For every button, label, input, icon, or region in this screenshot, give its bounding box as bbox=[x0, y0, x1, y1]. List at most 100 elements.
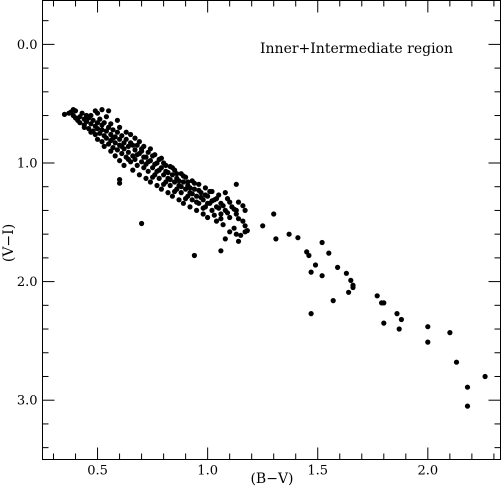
data-point bbox=[70, 107, 76, 113]
data-point bbox=[61, 111, 68, 117]
data-point bbox=[178, 184, 184, 190]
y-tick-label: 1.0 bbox=[17, 156, 38, 171]
data-point bbox=[209, 198, 215, 204]
data-point bbox=[319, 273, 325, 279]
data-point bbox=[200, 205, 206, 211]
y-tick-label: 3.0 bbox=[17, 394, 38, 409]
data-point bbox=[260, 223, 266, 229]
x-tick-label: 2.0 bbox=[417, 464, 438, 479]
data-point bbox=[101, 120, 107, 126]
y-axis-label: (V−I) bbox=[1, 224, 17, 262]
data-point bbox=[108, 121, 114, 127]
data-point bbox=[81, 124, 87, 130]
data-point bbox=[240, 218, 246, 224]
data-point bbox=[198, 194, 204, 200]
data-point bbox=[227, 214, 233, 221]
data-point bbox=[343, 270, 349, 276]
data-point bbox=[165, 190, 171, 196]
data-point bbox=[139, 159, 145, 165]
data-point bbox=[183, 196, 189, 202]
data-point bbox=[189, 197, 195, 203]
data-point bbox=[194, 199, 200, 205]
data-point bbox=[119, 143, 125, 149]
data-point bbox=[233, 207, 239, 213]
data-point bbox=[218, 216, 224, 222]
data-point bbox=[94, 126, 101, 132]
data-points bbox=[61, 107, 488, 409]
data-point bbox=[218, 211, 224, 217]
data-point bbox=[119, 150, 125, 157]
data-point bbox=[132, 156, 138, 162]
data-point bbox=[145, 168, 151, 174]
data-point bbox=[482, 373, 488, 380]
data-point bbox=[94, 110, 101, 116]
data-point bbox=[103, 135, 109, 141]
data-point bbox=[216, 205, 222, 211]
data-point bbox=[119, 133, 125, 139]
y-tick-label: 2.0 bbox=[17, 275, 38, 290]
data-point bbox=[235, 199, 242, 205]
data-point bbox=[238, 232, 244, 238]
data-point bbox=[202, 192, 208, 198]
data-point bbox=[110, 145, 116, 151]
data-point bbox=[319, 239, 325, 246]
x-tick-label: 1.0 bbox=[197, 464, 218, 479]
data-point bbox=[381, 300, 387, 306]
data-point bbox=[330, 298, 336, 304]
data-point bbox=[220, 203, 226, 209]
data-point bbox=[348, 277, 354, 283]
data-point bbox=[101, 143, 107, 149]
data-point bbox=[117, 177, 123, 183]
x-tick-label: 1.5 bbox=[307, 464, 328, 479]
data-point bbox=[205, 200, 211, 206]
data-point bbox=[125, 149, 131, 155]
data-point bbox=[156, 175, 162, 181]
data-point bbox=[220, 222, 226, 228]
y-tick-labels: 0.0 1.0 2.0 3.0 bbox=[17, 38, 38, 409]
data-point bbox=[154, 160, 160, 166]
data-point bbox=[139, 148, 145, 154]
data-point bbox=[286, 231, 292, 237]
data-point bbox=[163, 162, 169, 168]
data-point bbox=[141, 143, 147, 149]
data-point bbox=[169, 193, 175, 199]
data-point bbox=[150, 174, 156, 180]
data-point bbox=[306, 252, 312, 259]
data-point bbox=[143, 154, 149, 160]
plot-frame bbox=[42, 0, 501, 460]
data-point bbox=[425, 339, 431, 345]
data-point bbox=[156, 167, 162, 173]
data-point bbox=[180, 200, 186, 206]
data-point bbox=[169, 172, 175, 178]
data-point bbox=[447, 330, 453, 336]
data-point bbox=[326, 250, 332, 256]
data-point bbox=[396, 326, 402, 332]
data-point bbox=[112, 140, 118, 146]
data-point bbox=[121, 162, 127, 168]
data-point bbox=[106, 108, 112, 114]
x-axis-label: (B−V) bbox=[250, 471, 293, 487]
data-point bbox=[227, 229, 233, 235]
data-point bbox=[235, 216, 242, 222]
data-point bbox=[242, 229, 248, 235]
data-point bbox=[79, 110, 85, 116]
data-point bbox=[110, 135, 116, 141]
data-point bbox=[90, 117, 96, 123]
data-point bbox=[207, 188, 213, 195]
data-point bbox=[189, 191, 195, 197]
data-point bbox=[114, 117, 120, 123]
data-point bbox=[205, 214, 211, 221]
data-point bbox=[464, 403, 471, 409]
data-point bbox=[97, 116, 103, 122]
data-point bbox=[134, 152, 140, 158]
data-point bbox=[152, 152, 158, 158]
data-point bbox=[464, 384, 471, 390]
data-point bbox=[99, 107, 105, 113]
data-point bbox=[374, 293, 380, 299]
data-point bbox=[169, 165, 175, 171]
data-point bbox=[178, 190, 184, 196]
data-point bbox=[136, 139, 142, 145]
data-point bbox=[117, 124, 123, 130]
data-point bbox=[209, 207, 215, 213]
